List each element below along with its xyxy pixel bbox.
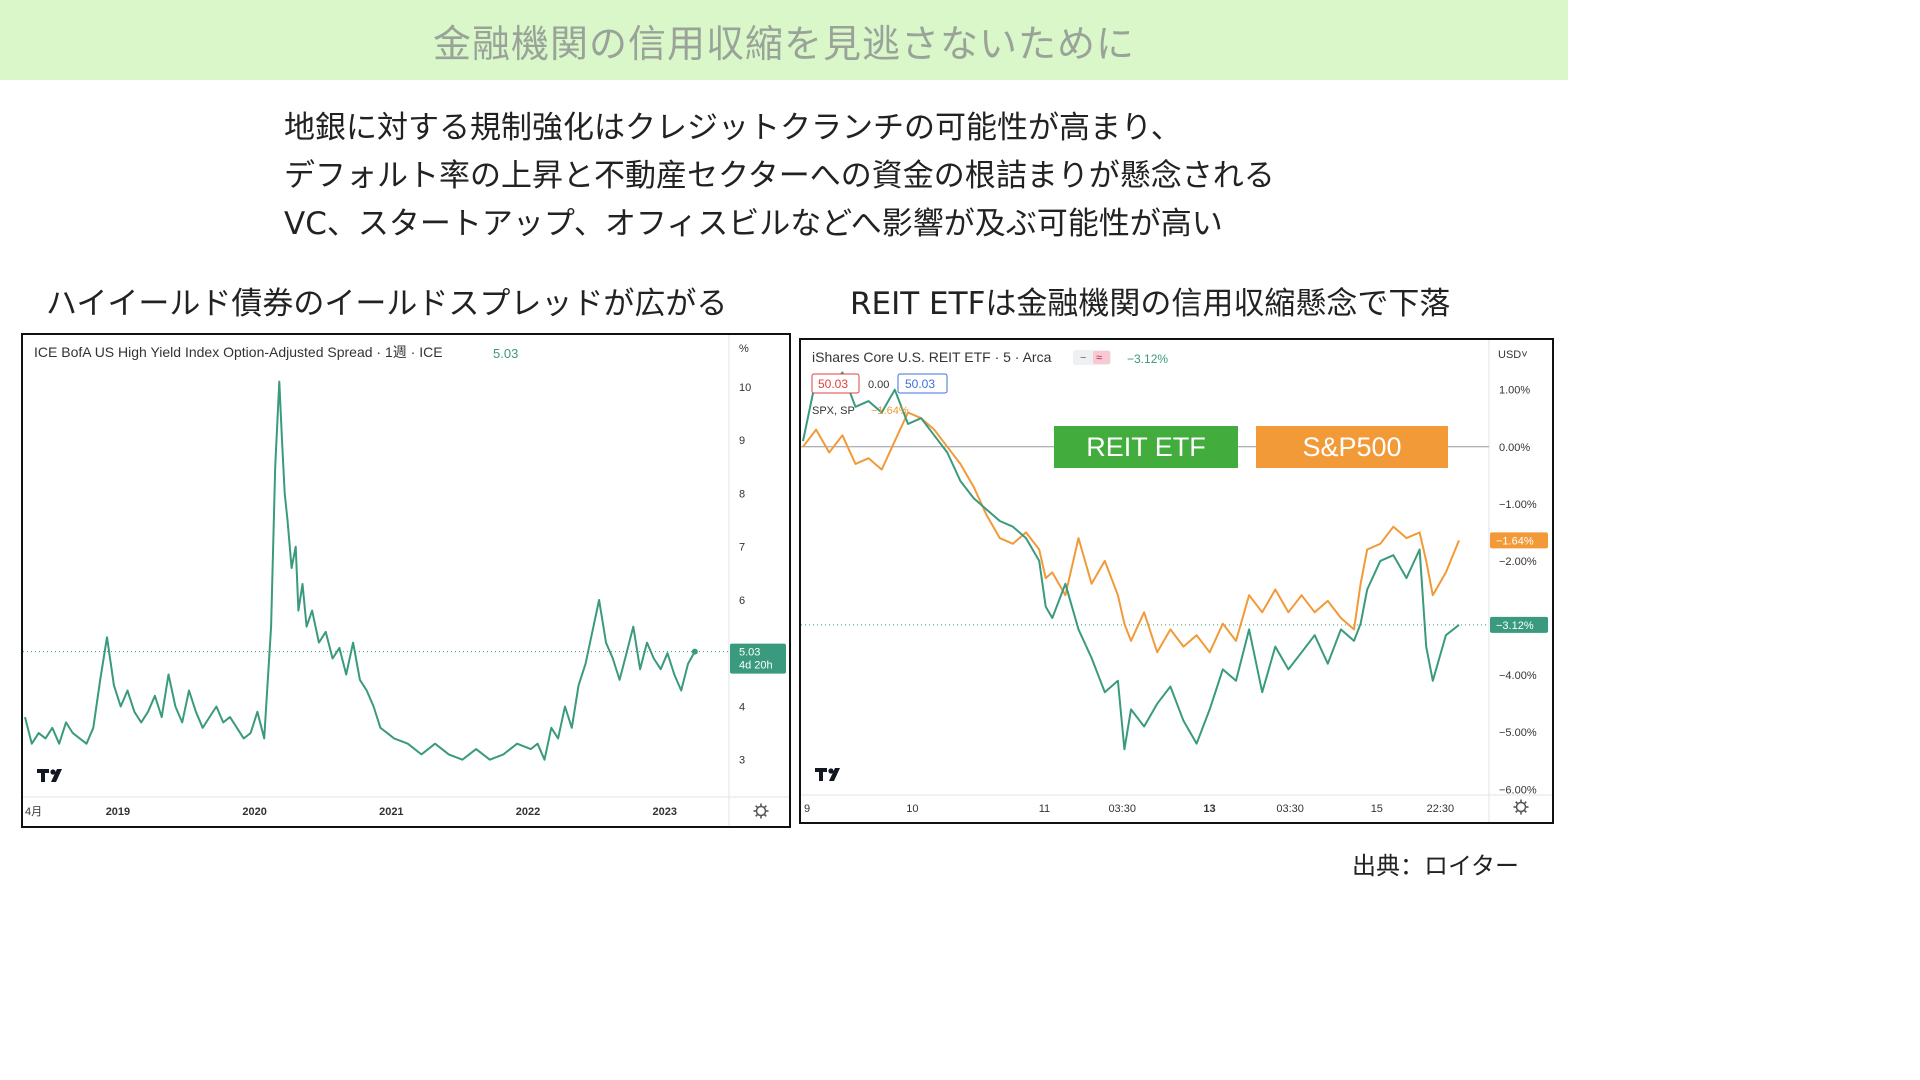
ohlc-bid: 50.03 [818,377,848,391]
settings-gear-icon [1513,799,1529,815]
settings-gear-icon [753,803,769,819]
price-tag-value: 5.03 [739,647,760,659]
price-tag [1490,532,1548,549]
y-tick-label: 1.00% [1499,385,1530,397]
chart-title-left: ハイイールド債券のイールドスプレッドが広がる [46,286,728,322]
x-tick-label: 9 [804,803,810,815]
y-tick-label: 0.00% [1499,442,1530,454]
ohlc-ask: 50.03 [905,377,935,391]
legend-reit-etf: REIT ETF [1054,426,1238,468]
currency-selector: USD˅ [1498,349,1528,361]
hy-spread-series-line [24,380,696,761]
lead-line-1: 地銀に対する規制強化はクレジットクランチの可能性が高まり、 [284,110,1182,146]
header-change: −3.12% [1127,352,1168,366]
ohlc-box-ask [897,373,948,394]
price-tag-label: −1.64% [1496,535,1534,547]
chart-title-right: REIT ETFは金融機関の信用収縮懸念で下落 [850,286,1451,322]
source-citation: 出典：ロイター [1352,852,1520,880]
x-tick-label: 2022 [516,806,540,818]
x-tick-label: 2021 [379,806,403,818]
y-tick-label: 10 [739,382,751,394]
y-tick-label: −5.00% [1499,727,1537,739]
chart-header: ICE BofA US High Yield Index Option-Adju… [34,344,443,360]
price-tag [1490,616,1548,633]
lead-line-2: デフォルト率の上昇と不動産セクターへの資金の根詰まりが懸念される [284,158,1275,194]
page-title: 金融機関の信用収縮を見逃さないために [432,21,1135,66]
y-tick-label: −1.00% [1499,499,1537,511]
legend-sp500: S&P500 [1256,426,1448,468]
price-tag-countdown: 4d 20h [739,660,773,672]
y-tick-label: 3 [739,755,745,767]
ohlc-box-bid [811,373,860,394]
minus-icon: − [1080,352,1086,364]
header-banner: 金融機関の信用収縮を見逃さないために [0,0,1568,80]
y-tick-label: 6 [739,595,745,607]
x-tick-label: 10 [906,803,918,815]
tradingview-logo-icon [815,768,840,781]
lead-line-3: VC、スタートアップ、オフィスビルなどへ影響が及ぶ可能性が高い [284,206,1223,242]
y-tick-label: 4 [739,701,745,713]
x-tick-label: 03:30 [1276,803,1304,815]
x-tick-label: 15 [1371,803,1383,815]
x-tick-label: 2023 [652,806,676,818]
x-tick-label: 4月 [25,806,42,818]
y-tick-label: −2.00% [1499,556,1537,568]
y-tick-label: 8 [739,488,745,500]
compare-symbol: SPX, SP [812,405,855,417]
x-tick-label: 2019 [106,806,130,818]
reit-etf-series-line [802,371,1460,751]
chart-header: iShares Core U.S. REIT ETF · 5 · Arca [812,349,1052,365]
y-tick-label: 7 [739,542,745,554]
tradingview-logo-icon [37,769,62,782]
x-tick-label: 13 [1203,803,1215,815]
y-tick-label: −6.00% [1499,784,1537,796]
header-last-value: 5.03 [493,346,518,361]
price-tag [730,643,786,674]
x-tick-label: 22:30 [1427,803,1455,815]
ohlc-spread: 0.00 [868,379,889,391]
compare-change: −1.64% [871,405,909,417]
y-unit-label: % [739,343,749,355]
lead-text: 地銀に対する規制強化はクレジットクランチの可能性が高まり、 デフォルト率の上昇と… [284,104,1484,248]
last-value-point [691,648,698,655]
x-tick-label: 11 [1039,803,1050,815]
x-tick-label: 03:30 [1108,803,1136,815]
reit-etf-chart-panel[interactable]: 1.00% 0.00% −1.00% −2.00% −4.00% −5.00% −6.00%… [799,338,1554,824]
y-tick-label: 9 [739,435,745,447]
reit-etf-chart[interactable]: 1.00% 0.00% −1.00% −2.00% −4.00% −5.00% −6.00%… [801,340,1552,822]
wave-icon: ≈ [1096,352,1102,364]
y-tick-label: −4.00% [1499,670,1537,682]
price-tag-label: −3.12% [1496,620,1534,632]
x-tick-label: 2020 [242,806,266,818]
indicator-toggle-active [1093,351,1110,364]
